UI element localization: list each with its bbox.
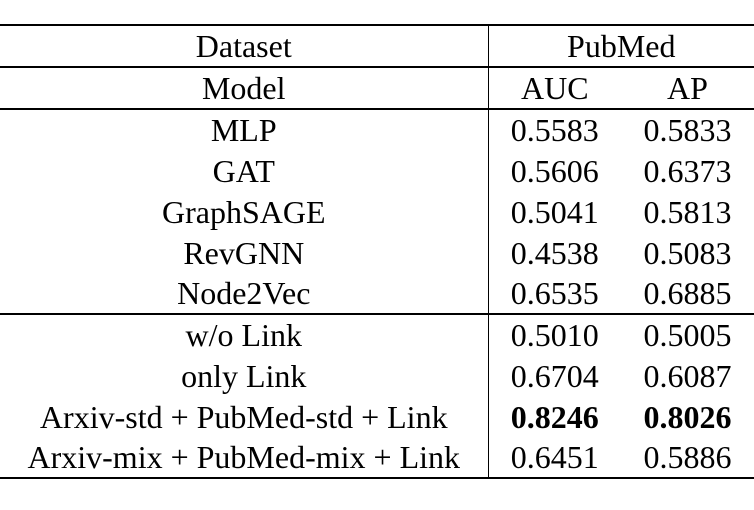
header-dataset-label: Dataset [0, 25, 488, 68]
cell-ap: 0.8026 [643, 398, 732, 435]
cell-ap: 0.5005 [643, 317, 732, 353]
cell-model: only Link [181, 357, 307, 394]
cell-model: Node2Vec [0, 273, 488, 315]
table-row: w/o Link 0.5010 0.5005 [0, 314, 754, 355]
table-row: only Link 0.6704 0.6087 [0, 355, 754, 396]
cell-ap: 0.6087 [643, 357, 732, 394]
cell-model: GAT [212, 152, 275, 189]
cell-auc: 0.5583 [487, 109, 621, 150]
table-row: Arxiv-mix + PubMed-mix + Link 0.6451 0.5… [0, 437, 754, 478]
table-row: GraphSAGE 0.5041 0.5813 [0, 191, 754, 232]
cell-model: RevGNN [183, 234, 305, 271]
cell-model: GraphSAGE [161, 193, 326, 230]
header-metric-auc: AUC [487, 67, 621, 110]
cell-auc: 0.4538 [487, 232, 621, 273]
table-row: Arxiv-std + PubMed-std + Link 0.8246 0.8… [0, 396, 754, 437]
cell-auc: 0.6704 [487, 355, 621, 396]
table-row: GAT 0.5606 0.6373 [0, 150, 754, 191]
cell-auc: 0.6535 [487, 273, 621, 315]
cell-auc: 0.5041 [487, 191, 621, 232]
cell-ap: 0.6885 [621, 273, 754, 315]
cell-model: w/o Link [185, 317, 302, 353]
cell-auc: 0.5010 [487, 314, 621, 355]
cell-auc: 0.6451 [487, 437, 621, 478]
header-row-metrics: Model AUC AP [0, 67, 754, 110]
cell-model: MLP [210, 112, 277, 148]
cell-ap: 0.6373 [643, 152, 732, 189]
table-row: RevGNN 0.4538 0.5083 [0, 232, 754, 273]
cell-model: Arxiv-std + PubMed-std + Link [39, 398, 448, 435]
cell-auc: 0.8246 [487, 396, 621, 437]
header-dataset-value: PubMed [487, 25, 754, 68]
results-table: Dataset PubMed Model AUC AP MLP 0.5583 0… [0, 24, 754, 479]
header-metric-ap: AP [621, 67, 754, 110]
table-row: Node2Vec 0.6535 0.6885 [0, 273, 754, 315]
cell-ap: 0.5833 [643, 112, 732, 148]
header-row-dataset: Dataset PubMed [0, 25, 754, 68]
cell-ap: 0.5886 [643, 439, 732, 475]
cell-auc: 0.5606 [487, 150, 621, 191]
table-row: MLP 0.5583 0.5833 [0, 109, 754, 150]
header-model-label: Model [0, 67, 488, 110]
cell-ap: 0.5083 [643, 234, 732, 271]
cell-ap: 0.5813 [643, 193, 732, 230]
cell-model: Arxiv-mix + PubMed-mix + Link [27, 439, 460, 475]
